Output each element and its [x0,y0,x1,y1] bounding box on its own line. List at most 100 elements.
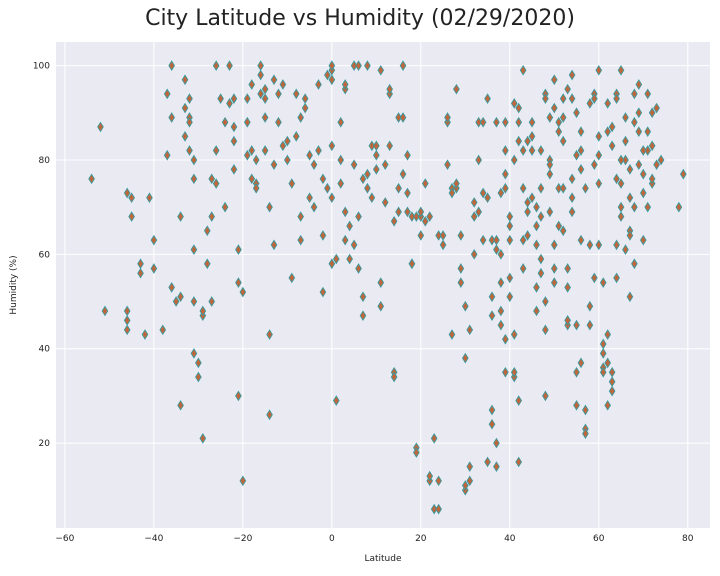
data-point [257,69,264,81]
data-point [564,315,571,326]
data-point [555,182,563,194]
data-point [390,371,398,383]
data-point [599,348,607,359]
data-point [350,60,358,71]
data-point [506,291,514,303]
data-point [573,399,580,411]
data-point [359,310,367,322]
data-point [212,145,220,156]
data-point [528,131,536,142]
data-point [510,366,518,378]
data-point [372,140,380,152]
data-point [657,154,665,166]
data-point [635,107,643,119]
data-point [626,164,634,175]
data-point [555,220,563,232]
data-point [622,244,629,255]
data-point [626,291,634,303]
data-point [626,192,634,204]
data-point [502,333,509,345]
data-point [470,211,478,222]
data-point [546,112,554,123]
data-point [368,192,376,204]
data-point [613,93,620,104]
data-point [497,187,505,199]
data-point [568,69,576,81]
data-point [297,211,305,222]
y-tick-labels: 20 40 60 80 100 [33,62,50,449]
data-point [177,399,184,411]
data-point [559,182,567,194]
data-point [537,267,545,279]
data-point [466,461,474,473]
x-tick-label: −60 [55,534,74,544]
data-point [479,187,487,199]
data-point [510,154,518,166]
data-point [315,79,322,90]
data-point [617,64,625,76]
data-point [212,60,220,71]
data-point [461,300,469,312]
data-point [528,145,536,156]
data-point [599,277,607,288]
data-point [248,79,256,90]
x-tick-label: 20 [415,534,427,544]
data-point [346,220,353,232]
data-point [475,154,482,166]
data-point [631,88,638,100]
data-point [421,178,429,189]
data-point [550,74,558,86]
data-point [355,60,362,71]
data-point [163,88,171,100]
y-tick-label: 20 [39,439,51,449]
data-point [604,399,612,411]
data-point [408,258,416,270]
data-point [350,239,358,251]
data-point [497,319,505,331]
data-point [595,239,603,251]
data-point [270,159,278,171]
data-point [542,324,549,336]
data-point [430,432,438,444]
data-point [266,329,273,340]
data-point [364,168,371,180]
y-tick-label: 60 [39,250,51,260]
data-point [564,282,571,293]
data-point [230,121,238,133]
data-point [315,145,322,156]
data-point [168,282,176,293]
data-point [221,116,229,128]
data-point [243,93,251,104]
data-point [479,234,487,246]
data-point [653,159,660,171]
data-point [586,239,594,251]
data-point [235,244,242,255]
data-point [346,253,353,265]
data-point [639,234,647,246]
data-point [559,135,567,147]
data-point [537,145,545,156]
data-point [372,164,380,175]
data-point [644,145,652,156]
data-point [457,230,465,241]
data-point [168,60,176,71]
data-point [310,201,318,213]
data-point [101,305,109,317]
data-point [252,154,260,166]
data-point [203,225,211,237]
data-point [288,272,296,284]
data-point [199,432,207,444]
data-point [230,135,238,147]
data-point [239,475,247,487]
data-point [533,282,540,293]
data-point [426,470,434,482]
data-point [564,263,571,274]
data-point [559,225,567,237]
data-point [577,234,585,246]
data-point [390,215,398,227]
data-point [519,234,527,246]
data-point [515,395,523,406]
data-point [555,126,563,138]
data-point [181,131,189,142]
